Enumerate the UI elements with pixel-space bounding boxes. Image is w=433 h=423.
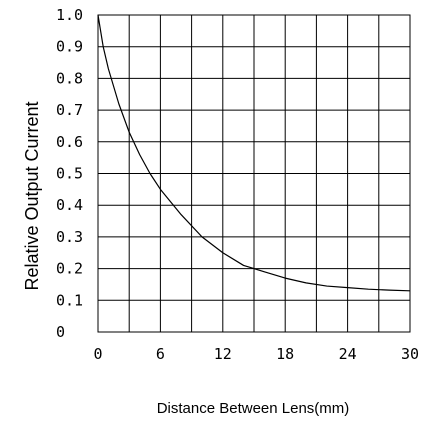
series-layer	[97, 14, 411, 292]
y-tick-label: 0.4	[56, 196, 83, 214]
y-tick-label: 0.6	[56, 133, 83, 151]
y-tick-label: 0.9	[56, 38, 83, 56]
y-tick-labels: 0 0.1 0.2 0.3 0.4 0.5 0.6 0.7 0.8 0.9 1.0	[56, 6, 83, 341]
x-axis-label: Distance Between Lens(mm)	[157, 400, 350, 417]
x-tick-label: 18	[276, 345, 294, 363]
x-tick-labels: 0 6 12 18 24 30	[93, 345, 419, 363]
y-tick-label: 0.1	[56, 291, 83, 309]
x-tick-label: 30	[401, 345, 419, 363]
y-tick-label: 0.5	[56, 165, 83, 183]
x-tick-label: 6	[156, 345, 165, 363]
series-line-0	[97, 14, 411, 292]
grid	[97, 14, 411, 333]
y-tick-label: 0	[56, 323, 65, 341]
y-axis-label: Relative Output Current	[22, 101, 42, 290]
x-tick-label: 0	[93, 345, 102, 363]
plot-frame	[97, 14, 411, 333]
x-tick-label: 24	[339, 345, 357, 363]
y-tick-label: 0.7	[56, 101, 83, 119]
y-tick-label: 0.3	[56, 228, 83, 246]
y-tick-label: 0.2	[56, 260, 83, 278]
y-tick-label: 1.0	[56, 6, 83, 24]
y-tick-label: 0.8	[56, 69, 83, 87]
x-tick-label: 12	[214, 345, 232, 363]
